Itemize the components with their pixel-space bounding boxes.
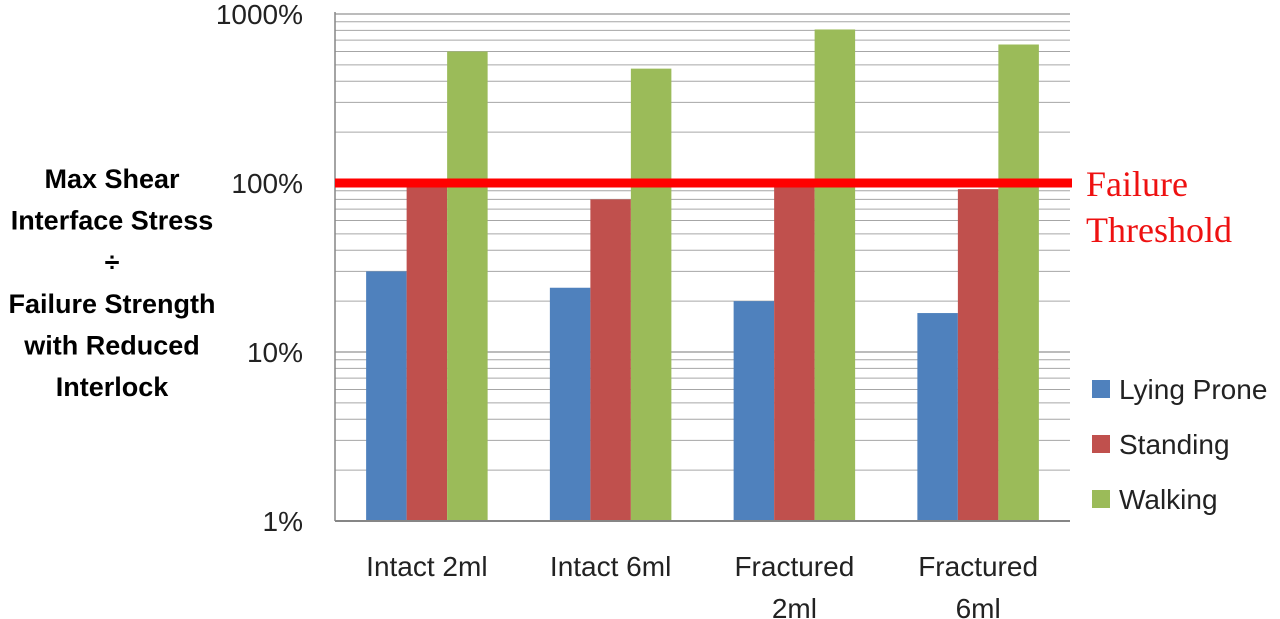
legend: Lying Prone Standing Walking: [1092, 374, 1267, 515]
y-axis-label-line: Failure Strength: [8, 289, 215, 319]
bar-lying-prone: [549, 287, 591, 521]
category-label: 6ml: [956, 593, 1001, 619]
y-axis-label-line: with Reduced: [23, 330, 200, 360]
bar-lying-prone: [917, 313, 958, 521]
bar-walking: [814, 29, 856, 521]
y-tick-label: 100%: [231, 168, 303, 199]
legend-swatch: [1092, 380, 1110, 398]
category-label: 2ml: [772, 593, 817, 619]
threshold-label-line: Failure: [1086, 164, 1188, 204]
bar-standing: [590, 199, 631, 521]
category-label: Fractured: [734, 551, 854, 582]
y-tick-label: 10%: [247, 337, 303, 368]
bar-standing: [957, 189, 999, 521]
threshold-label-line: Threshold: [1086, 210, 1232, 250]
y-axis-label-line: Interlock: [56, 372, 170, 402]
legend-label: Lying Prone: [1119, 374, 1267, 405]
bar-lying-prone: [366, 271, 407, 521]
y-axis-label-line: Max Shear: [44, 164, 180, 194]
y-axis-label: Max Shear Interface Stress ÷ Failure Streng…: [8, 164, 215, 402]
y-tick-label: 1%: [263, 506, 303, 537]
bar-lying-prone: [733, 301, 775, 521]
legend-label: Standing: [1119, 429, 1230, 460]
legend-label: Walking: [1119, 484, 1218, 515]
bar-walking: [447, 51, 488, 522]
bar-standing: [406, 183, 448, 521]
category-label: Intact 6ml: [550, 551, 671, 582]
bar-walking: [998, 44, 1039, 522]
legend-swatch: [1092, 490, 1110, 508]
category-labels: Intact 2ml Intact 6ml Fractured 2ml Fracture…: [366, 551, 1038, 619]
bars: [366, 29, 1039, 522]
bar-standing: [774, 179, 815, 521]
failure-threshold: Failure Threshold: [335, 164, 1232, 250]
y-axis-label-line: Interface Stress: [11, 206, 214, 236]
category-label: Fractured: [918, 551, 1038, 582]
y-tick-labels: 1% 10% 100% 1000%: [216, 0, 303, 537]
axes: [334, 12, 1070, 522]
bar-walking: [630, 68, 672, 521]
y-tick-label: 1000%: [216, 0, 303, 30]
category-label: Intact 2ml: [366, 551, 487, 582]
legend-swatch: [1092, 435, 1110, 453]
y-axis-label-line: ÷: [105, 247, 120, 277]
